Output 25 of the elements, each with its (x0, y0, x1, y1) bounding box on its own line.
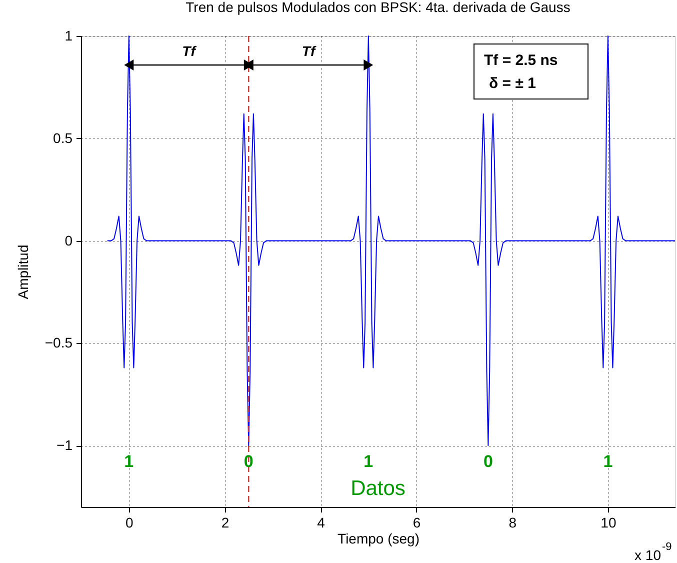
annotation: Tf (302, 43, 316, 59)
y-tick-label: 0 (64, 232, 73, 248)
y-axis-title: Amplitud (14, 244, 31, 300)
x-tick-label: 8 (508, 514, 517, 530)
line-series (106, 36, 676, 446)
annotation: Datos (350, 477, 406, 500)
annotation: 1 (124, 452, 134, 471)
y-tick-label: −1 (56, 437, 73, 454)
annotation: Tf (182, 43, 197, 59)
annotation: Tf = 2.5 ns (484, 52, 558, 69)
x-tick-label: 0 (126, 514, 134, 530)
x-tick-label: 2 (221, 514, 230, 530)
x-tick-label: 10 (600, 514, 616, 530)
annotation: 0 (483, 452, 493, 471)
x-axis-title: Tiempo (seg) (338, 530, 420, 546)
x-tick-label: 6 (412, 514, 421, 530)
annotation: 0 (244, 452, 254, 471)
chart-title: Tren de pulsos Modulados con BPSK: 4ta. derivada de Gauss (186, 0, 570, 15)
y-tick-label: 1 (64, 28, 73, 44)
annotation: 1 (364, 452, 374, 471)
x-tick-label: 4 (317, 514, 326, 530)
y-tick-label: 0.5 (53, 130, 73, 146)
y-tick-label: −0.5 (44, 334, 73, 351)
annotation: δ = ± 1 (489, 75, 536, 92)
annotation: 1 (603, 452, 613, 471)
